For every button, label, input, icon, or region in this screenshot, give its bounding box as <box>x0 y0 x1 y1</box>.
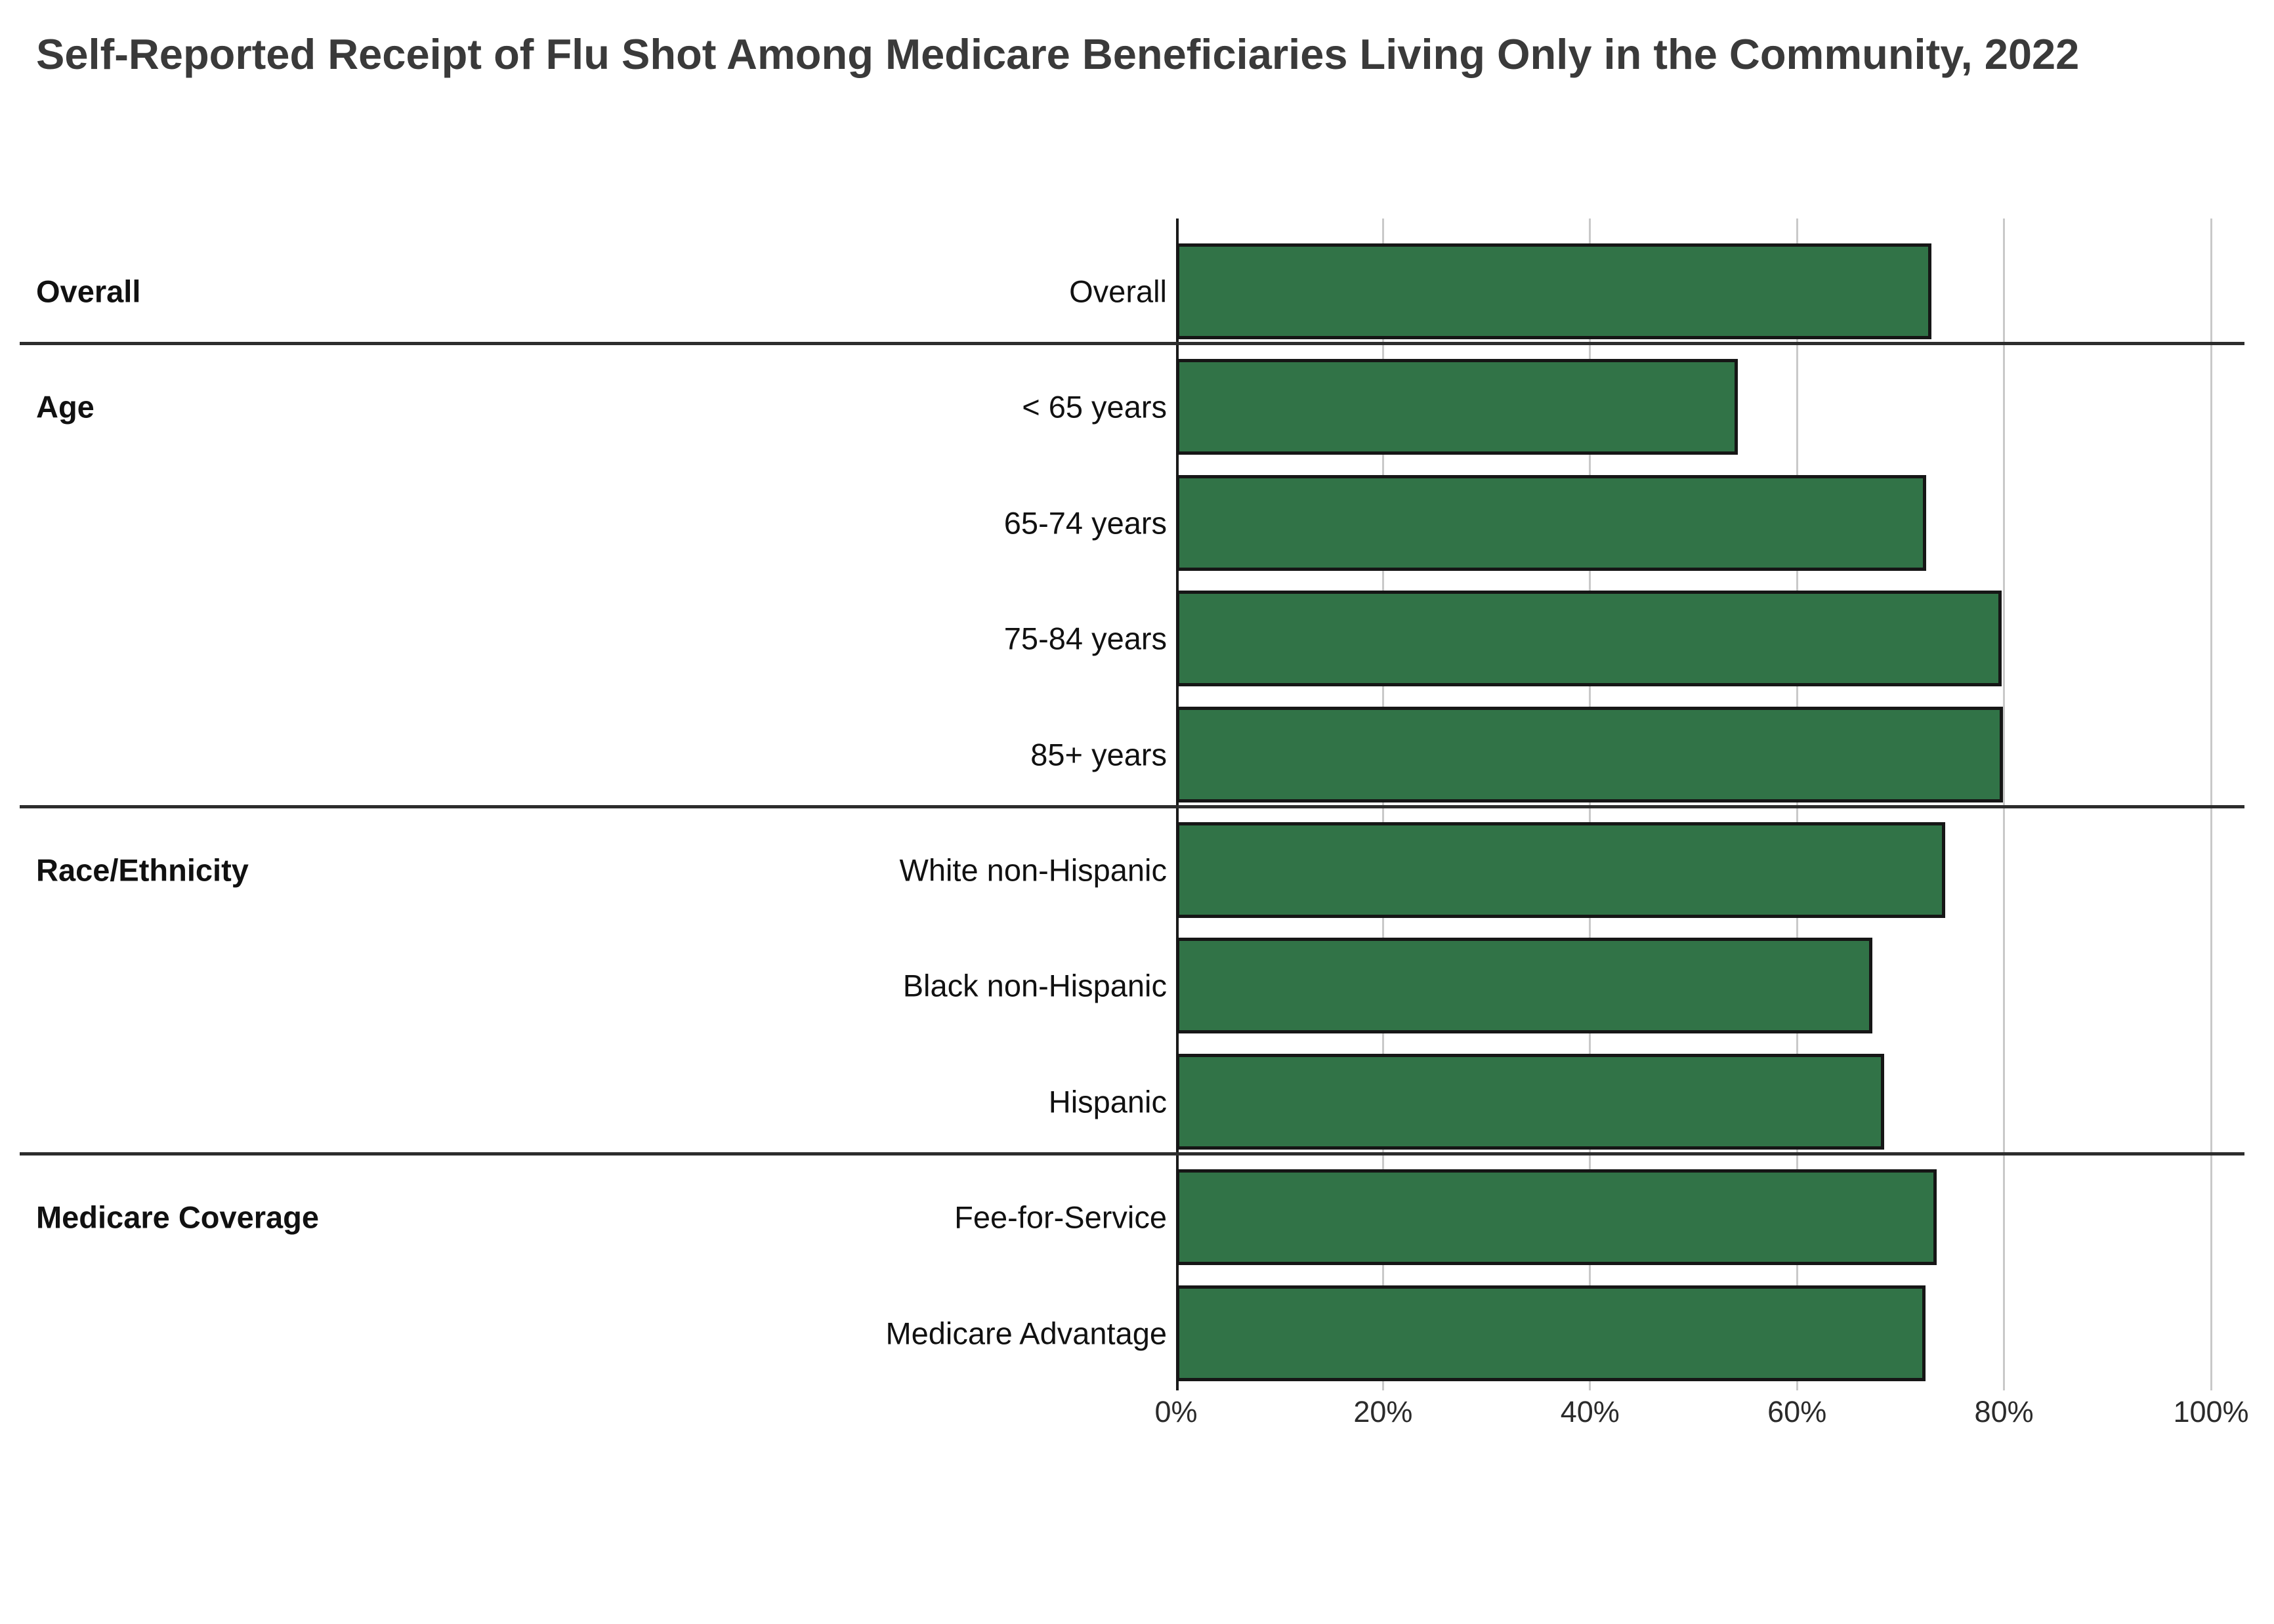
gridline-80 <box>2003 219 2006 1390</box>
group-divider <box>20 804 2244 808</box>
gridline-20 <box>1381 219 1384 1390</box>
row-label-65-74-years: 65-74 years <box>1003 505 1167 541</box>
row-label-medicare-advantage: Medicare Advantage <box>885 1316 1167 1351</box>
row-label-white-non-hispanic: White non-Hispanic <box>899 852 1167 888</box>
x-tick-label-20: 20% <box>1353 1395 1413 1428</box>
row-label-fee-for-service: Fee-for-Service <box>954 1199 1167 1235</box>
group-divider <box>20 342 2244 346</box>
gridline-100 <box>2210 219 2212 1390</box>
group-label-age: Age <box>36 389 95 425</box>
bar-hispanic <box>1176 1053 1884 1150</box>
bar-75-84-years <box>1176 591 2002 687</box>
group-label-race-ethnicity: Race/Ethnicity <box>36 852 249 888</box>
bar-overall <box>1176 243 1932 339</box>
bar-65-years <box>1176 359 1738 455</box>
gridline-60 <box>1796 219 1798 1390</box>
x-tick-label-60: 60% <box>1767 1395 1827 1428</box>
row-label-75-84-years: 75-84 years <box>1003 621 1167 656</box>
row-label-hispanic: Hispanic <box>1048 1084 1167 1119</box>
group-label-medicare-coverage: Medicare Coverage <box>36 1199 320 1235</box>
y-axis-line <box>1176 219 1179 1390</box>
x-tick-label-100: 100% <box>2173 1395 2249 1428</box>
bar-medicare-advantage <box>1176 1285 1926 1381</box>
row-label-black-non-hispanic: Black non-Hispanic <box>902 968 1167 1003</box>
row-label-65-years: < 65 years <box>1022 389 1167 425</box>
group-divider <box>20 1152 2244 1156</box>
row-label-85-years: 85+ years <box>1030 737 1167 772</box>
gridline-40 <box>1589 219 1591 1390</box>
x-tick-label-80: 80% <box>1974 1395 2034 1428</box>
bar-white-non-hispanic <box>1176 822 1945 918</box>
bar-65-74-years <box>1176 474 1927 571</box>
x-tick-label-40: 40% <box>1560 1395 1620 1428</box>
x-tick-label-0: 0% <box>1154 1395 1198 1428</box>
row-label-overall: Overall <box>1069 274 1167 309</box>
bar-85-years <box>1176 706 2004 802</box>
bar-fee-for-service <box>1176 1169 1937 1266</box>
group-label-overall: Overall <box>36 274 141 309</box>
bar-black-non-hispanic <box>1176 938 1873 1034</box>
chart-title: Self-Reported Receipt of Flu Shot Among … <box>36 30 2080 78</box>
